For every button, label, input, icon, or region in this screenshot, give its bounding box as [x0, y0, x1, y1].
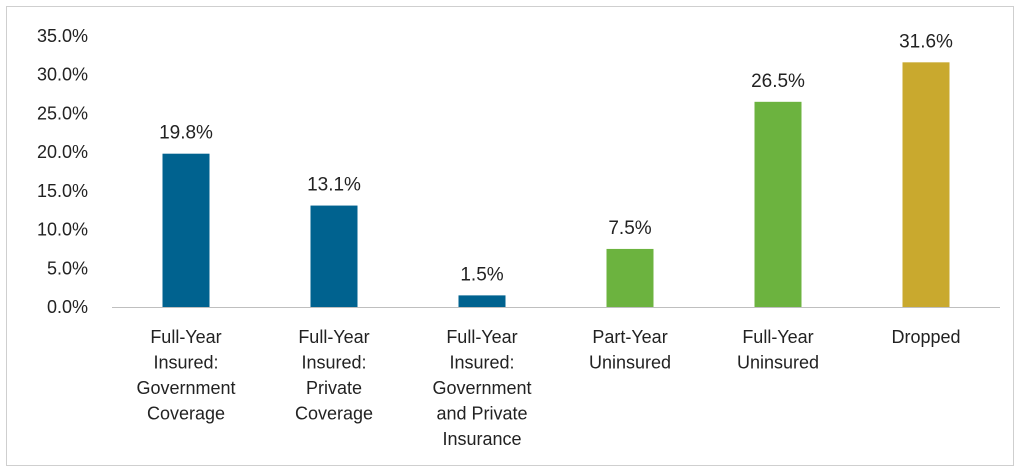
category-label-line: Insured: — [449, 353, 514, 373]
category-label-line: Coverage — [147, 404, 225, 424]
category-label-line: Insured: — [153, 353, 218, 373]
category-label-line: Coverage — [295, 404, 373, 424]
bar-value-label: 19.8% — [159, 123, 213, 144]
category-label: Full-Year Insured: Private Coverage — [295, 327, 373, 424]
category-label-line: Government — [432, 378, 531, 398]
category-label-line: Insurance — [442, 429, 521, 449]
category-label-line: and Private — [436, 404, 527, 424]
y-tick-label: 0.0% — [47, 297, 88, 317]
bar-value-label: 7.5% — [608, 218, 651, 239]
y-tick-label: 15.0% — [37, 181, 88, 201]
y-tick-label: 25.0% — [37, 103, 88, 123]
category-label-line: Dropped — [891, 327, 960, 347]
bar-value-label: 31.6% — [899, 31, 953, 52]
category-label: Dropped — [891, 327, 960, 347]
value-labels: 19.8% 13.1% 1.5% 7.5% 26.5% 31.6% — [159, 31, 953, 285]
category-label-line: Private — [306, 378, 362, 398]
category-label-line: Full-Year — [446, 327, 517, 347]
y-tick-label: 30.0% — [37, 65, 88, 85]
y-tick-label: 35.0% — [37, 26, 88, 46]
category-label-line: Government — [136, 378, 235, 398]
y-tick-label: 5.0% — [47, 258, 88, 278]
category-label: Full-Year Insured: Government Coverage — [136, 327, 235, 424]
y-tick-label: 20.0% — [37, 142, 88, 162]
category-label-line: Full-Year — [298, 327, 369, 347]
y-tick-label: 10.0% — [37, 220, 88, 240]
category-label-line: Full-Year — [742, 327, 813, 347]
bar — [162, 153, 210, 307]
bar-value-label: 13.1% — [307, 175, 361, 196]
y-axis: 0.0% 5.0% 10.0% 15.0% 20.0% 25.0% 30.0% 35.0% — [37, 26, 88, 317]
bars — [162, 62, 950, 307]
category-label-line: Uninsured — [737, 353, 819, 373]
category-label: Full-Year Uninsured — [737, 327, 819, 373]
bar — [458, 295, 506, 307]
category-label-line: Full-Year — [150, 327, 221, 347]
bar — [754, 101, 802, 307]
bar-value-label: 1.5% — [460, 264, 503, 285]
category-label-line: Part-Year — [592, 327, 667, 347]
category-label-line: Uninsured — [589, 353, 671, 373]
category-label: Full-Year Insured: Government and Private In… — [432, 327, 531, 449]
bar-value-label: 26.5% — [751, 71, 805, 92]
category-label-line: Insured: — [301, 353, 366, 373]
bar — [902, 62, 950, 307]
bar — [310, 205, 358, 307]
category-label: Part-Year Uninsured — [589, 327, 671, 373]
category-labels: Full-Year Insured: Government CoverageFull-… — [136, 327, 960, 449]
bar — [606, 248, 654, 307]
